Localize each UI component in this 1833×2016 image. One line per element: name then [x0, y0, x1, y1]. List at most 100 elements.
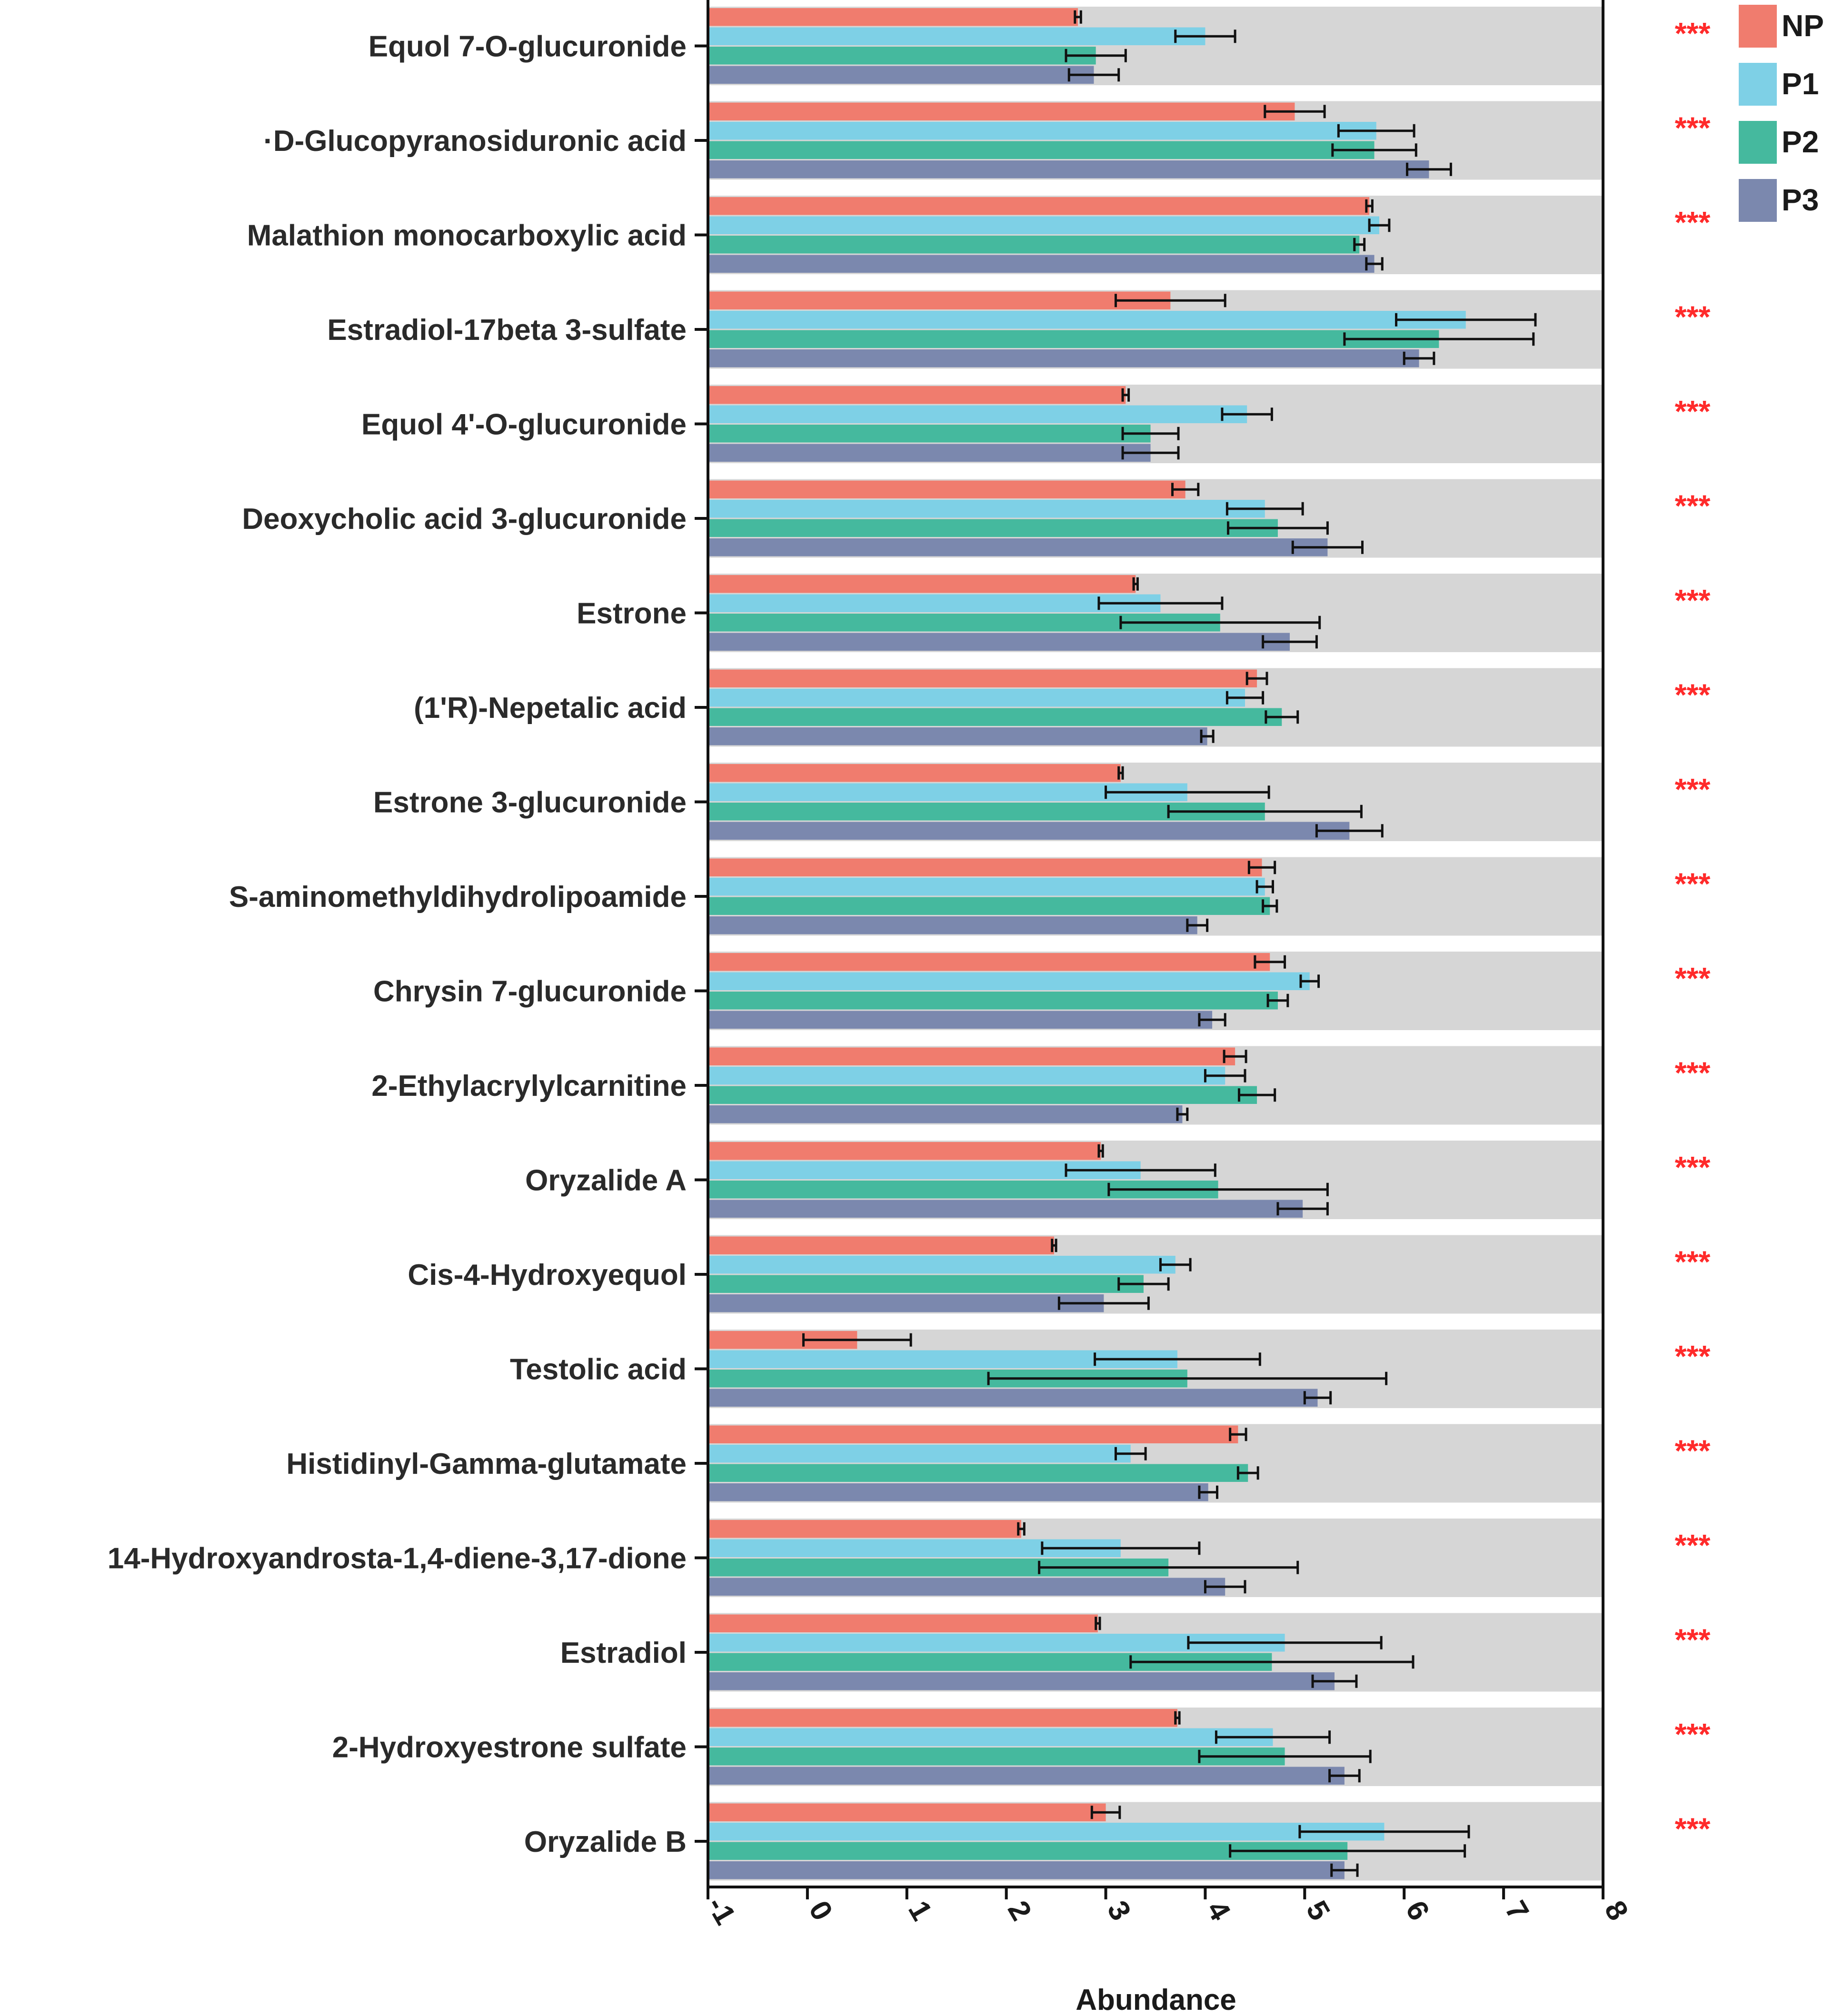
- legend-item-p2: P2: [1739, 121, 1819, 164]
- error-bar: [1299, 974, 1320, 988]
- error-bar: [1097, 596, 1224, 610]
- error-bar: [1221, 407, 1273, 421]
- bar-p2: [708, 1748, 1285, 1766]
- bar-p3: [708, 1389, 1318, 1407]
- legend-label: NP: [1782, 9, 1824, 43]
- error-bar: [1223, 1050, 1247, 1063]
- legend-label: P1: [1782, 67, 1819, 101]
- error-bar: [1174, 30, 1236, 43]
- error-bar: [1395, 313, 1537, 327]
- bar-p2: [708, 425, 1151, 443]
- significance-marker: ***: [1675, 1528, 1711, 1562]
- error-bar: [1225, 502, 1304, 516]
- error-bar: [1067, 68, 1120, 82]
- bar-np: [708, 1614, 1098, 1632]
- error-bar: [1074, 10, 1082, 24]
- bar-p1: [708, 311, 1466, 329]
- bar-np: [708, 858, 1262, 876]
- bar-np: [708, 1520, 1021, 1538]
- bar-p2: [708, 992, 1278, 1010]
- error-bar: [1117, 766, 1124, 780]
- bar-p3: [708, 633, 1290, 651]
- bar-p3: [708, 1767, 1345, 1785]
- error-bar: [1017, 1522, 1026, 1536]
- bar-p3: [708, 1105, 1183, 1123]
- bar-p2: [708, 330, 1439, 348]
- error-bar: [1094, 1352, 1261, 1366]
- significance-marker: ***: [1675, 16, 1711, 50]
- error-bar: [1365, 199, 1374, 213]
- error-bar: [1117, 1277, 1170, 1291]
- error-bar: [1057, 1296, 1150, 1310]
- error-bar: [1095, 1617, 1101, 1630]
- bar-np: [708, 953, 1270, 971]
- significance-marker: ***: [1675, 300, 1711, 334]
- bar-np: [708, 197, 1370, 215]
- bar-p1: [708, 405, 1247, 423]
- error-bar: [1200, 729, 1215, 743]
- error-bar: [802, 1333, 912, 1347]
- y-tick-label: Oryzalide B: [524, 1826, 687, 1858]
- significance-marker: ***: [1675, 1245, 1711, 1279]
- significance-marker: ***: [1675, 772, 1711, 806]
- error-bar: [1090, 1806, 1121, 1819]
- bar-p2: [708, 141, 1375, 159]
- significance-marker: ***: [1675, 1434, 1711, 1468]
- bar-p3: [708, 1483, 1208, 1501]
- y-tick-label: ·D-Glucopyranosiduronic acid: [263, 125, 687, 158]
- error-bar: [1186, 918, 1209, 932]
- bar-p1: [708, 594, 1161, 612]
- error-bar: [1247, 861, 1276, 874]
- bar-p1: [708, 1823, 1385, 1841]
- error-bar: [1303, 1391, 1332, 1405]
- legend-item-p1: P1: [1739, 63, 1819, 106]
- y-tick-label: (1'R)-Nepetalic acid: [414, 692, 687, 725]
- x-axis-title: Abundance: [1076, 1984, 1236, 2014]
- y-tick-label: Malathion monocarboxylic acid: [247, 219, 687, 252]
- bar-p2: [708, 1464, 1248, 1482]
- bar-np: [708, 669, 1257, 687]
- bar-p1: [708, 1256, 1176, 1274]
- bar-np: [708, 480, 1185, 498]
- error-bar: [1174, 1711, 1181, 1725]
- error-bar: [1132, 577, 1139, 591]
- error-bar: [1315, 824, 1384, 838]
- bar-p1: [708, 1728, 1273, 1746]
- y-tick-label: Oryzalide A: [525, 1164, 687, 1197]
- bar-p3: [708, 822, 1350, 840]
- bar-np: [708, 386, 1126, 404]
- y-tick-label: S-aminomethyldihydrolipoamide: [229, 881, 687, 914]
- bar-np: [708, 1047, 1235, 1065]
- bar-p3: [708, 727, 1207, 745]
- error-bar: [1065, 49, 1127, 62]
- error-bar: [1229, 1844, 1466, 1858]
- error-bar: [1051, 1239, 1057, 1252]
- significance-marker: ***: [1675, 961, 1711, 995]
- bar-np: [708, 1709, 1177, 1727]
- legend-swatch: [1739, 63, 1777, 106]
- error-bar: [1198, 1013, 1226, 1027]
- bar-np: [708, 8, 1078, 26]
- error-bar: [1236, 1466, 1259, 1480]
- bar-p3: [708, 1672, 1335, 1690]
- error-bar: [1262, 635, 1318, 649]
- legend-swatch: [1739, 121, 1777, 164]
- significance-marker: ***: [1675, 1623, 1711, 1657]
- y-tick-label: Deoxycholic acid 3-glucuronide: [242, 503, 687, 536]
- bar-p1: [708, 1067, 1225, 1085]
- bar-p1: [708, 216, 1379, 234]
- bar-p3: [708, 66, 1094, 84]
- error-bar: [1204, 1580, 1246, 1594]
- error-bar: [1298, 1825, 1470, 1838]
- significance-marker: ***: [1675, 111, 1711, 145]
- significance-marker: ***: [1675, 1717, 1711, 1751]
- y-tick-label: 2-Hydroxyestrone sulfate: [332, 1731, 687, 1764]
- error-bar: [1065, 1163, 1216, 1177]
- error-bar: [1266, 993, 1289, 1007]
- bar-p3: [708, 444, 1151, 462]
- legend-item-p3: P3: [1739, 179, 1819, 222]
- error-bar: [1171, 483, 1200, 497]
- bar-p3: [708, 349, 1419, 367]
- legend-label: P3: [1782, 183, 1819, 217]
- legend-swatch: [1739, 5, 1777, 48]
